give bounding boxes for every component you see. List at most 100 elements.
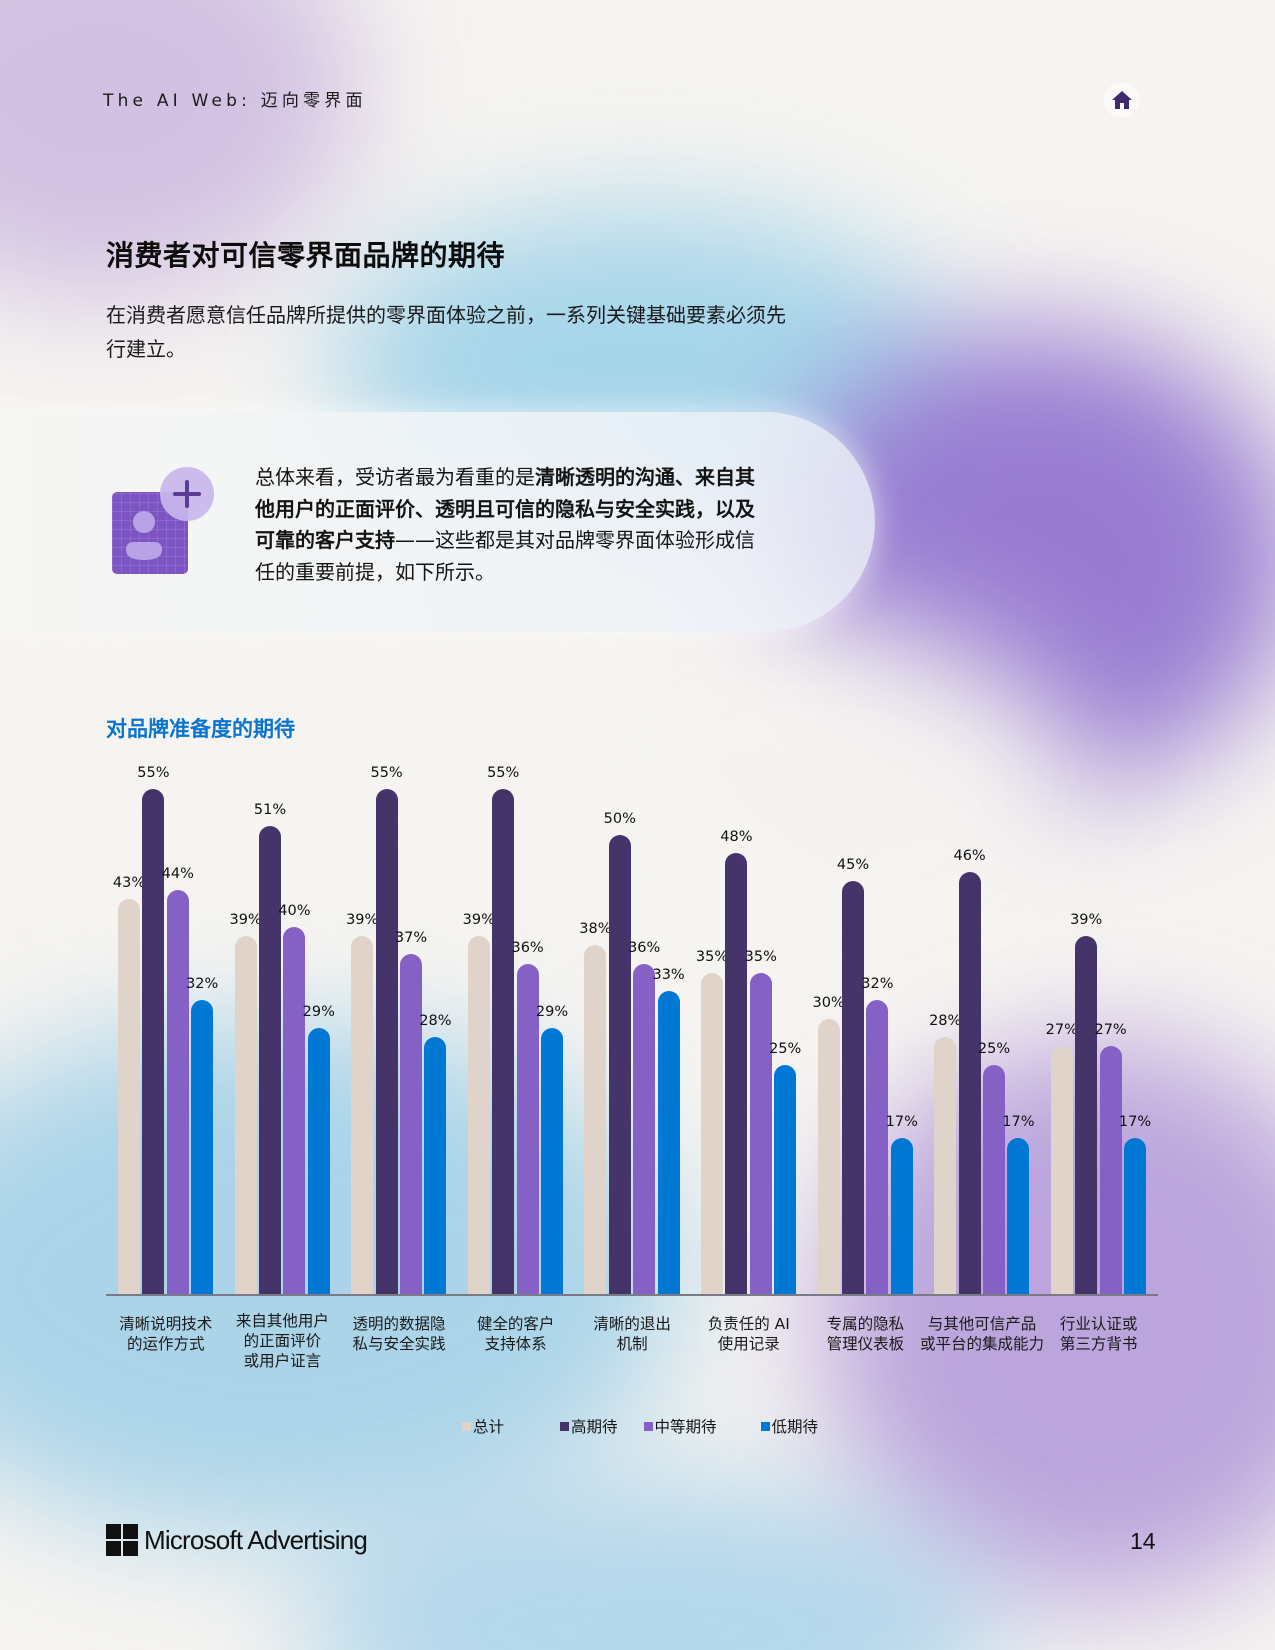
bar-value-label: 40% — [278, 902, 311, 919]
home-icon — [1112, 91, 1132, 109]
category-label: 负责任的 AI 使用记录 — [707, 1315, 790, 1353]
bar-value-label: 29% — [535, 1003, 569, 1020]
bar-medium — [400, 954, 422, 1294]
bar-value-label: 35% — [744, 948, 777, 965]
bar-low — [657, 991, 680, 1294]
bar-value-label: 36% — [511, 939, 544, 956]
bar-high — [608, 835, 631, 1294]
bar-total — [701, 972, 723, 1294]
category-label: 行业认证或 第三方背书 — [1059, 1315, 1138, 1353]
bar-value-label: 55% — [370, 765, 403, 782]
bar-total — [118, 899, 140, 1294]
bar-value-label: 25% — [977, 1040, 1011, 1057]
bar-value-label: 55% — [137, 765, 170, 782]
bar-value-label: 25% — [769, 1040, 802, 1057]
bar-medium — [166, 890, 189, 1294]
category-label: 透明的数据隐 私与安全实践 — [352, 1315, 446, 1353]
category-label: 专属的隐私 管理仪表板 — [826, 1315, 905, 1353]
bar-medium — [866, 1000, 889, 1294]
legend-swatch-medium — [643, 1421, 653, 1431]
home-button[interactable] — [1104, 82, 1140, 118]
chart-baseline — [106, 1294, 1158, 1296]
legend-label-medium: 中等期待 — [654, 1418, 717, 1436]
bar-value-label: 32% — [186, 976, 219, 993]
bar-value-label: 36% — [628, 939, 661, 956]
bar-value-label: 27% — [1045, 1022, 1078, 1039]
bar-total — [467, 935, 490, 1294]
intro-line-2: 行建立。 — [106, 337, 186, 361]
bar-value-label: 39% — [1070, 911, 1103, 928]
bar-value-label: 38% — [579, 921, 612, 938]
page-title: 消费者对可信零界面品牌的期待 — [106, 239, 506, 272]
bar-value-label: 35% — [695, 948, 729, 965]
bar-value-label: 17% — [1002, 1113, 1035, 1130]
bar-value-label: 39% — [346, 911, 379, 928]
bar-value-label: 37% — [394, 930, 428, 947]
bar-value-label: 29% — [302, 1003, 335, 1020]
bar-high — [1075, 935, 1098, 1294]
bar-value-label: 39% — [229, 911, 262, 928]
bar-total — [817, 1018, 840, 1294]
bar-medium — [749, 972, 772, 1294]
bar-value-label: 17% — [1118, 1113, 1152, 1130]
page-number: 14 — [1130, 1528, 1156, 1554]
bar-low — [541, 1027, 563, 1294]
legend-item-medium: 中等期待 — [643, 1415, 717, 1437]
legend-item-total: 总计 — [462, 1415, 504, 1437]
bar-value-label: 51% — [253, 801, 287, 818]
category-label: 清晰的退出 机制 — [593, 1315, 671, 1353]
bar-value-label: 55% — [487, 765, 520, 782]
bar-value-label: 50% — [603, 811, 636, 827]
category-label: 来自其他用户 的正面评价 或用户证言 — [235, 1312, 329, 1370]
bar-value-label: 28% — [419, 1012, 452, 1029]
bar-value-label: 48% — [720, 829, 753, 846]
bar-low — [307, 1027, 330, 1294]
bar-total — [1050, 1046, 1073, 1294]
bar-value-label: 17% — [885, 1113, 918, 1130]
header-title: The AI Web: 迈向零界面 — [103, 91, 367, 111]
footer-brand: Microsoft Advertising — [106, 1524, 368, 1556]
bar-value-label: 30% — [812, 994, 845, 1011]
bar-total — [584, 945, 607, 1294]
legend-item-high: 高期待 — [560, 1415, 618, 1437]
category-label: 与其他可信产品 或平台的集成能力 — [919, 1315, 1044, 1353]
bar-medium — [633, 963, 656, 1294]
bar-high — [259, 825, 281, 1294]
bar-low — [1007, 1137, 1030, 1294]
bar-value-label: 32% — [861, 976, 894, 993]
bar-low — [424, 1036, 447, 1294]
bar-value-label: 46% — [953, 847, 986, 864]
legend-swatch-high — [560, 1421, 570, 1431]
callout-text-plain-2: ——这些都是其对品牌零界面体验形成信任的重要前提，如下所示。 — [255, 528, 755, 584]
callout-text-bold: 清晰透明的沟通、来自其他用户的正面评价、透明且可信的隐私与安全实践，以及可靠的客… — [255, 465, 755, 552]
chart-title: 对品牌准备度的期待 — [106, 717, 295, 741]
bar-high — [958, 871, 981, 1294]
chart-legend: 总计 高期待 中等期待 低期待 — [462, 1414, 818, 1438]
bar-value-label: 43% — [112, 875, 146, 892]
intro-line-1: 在消费者愿意信任品牌所提供的零界面体验之前，一系列关键基础要素必须先 — [106, 303, 786, 327]
intro-paragraph: 在消费者愿意信任品牌所提供的零界面体验之前，一系列关键基础要素必须先 行建立。 — [106, 298, 826, 366]
bar-value-label: 44% — [161, 866, 194, 883]
legend-label-total: 总计 — [473, 1418, 505, 1436]
bar-low — [191, 1000, 214, 1294]
bar-total — [934, 1036, 957, 1294]
bar-low — [774, 1064, 797, 1294]
bar-total — [351, 935, 374, 1294]
bar-high — [725, 853, 748, 1294]
bar-high — [375, 789, 398, 1294]
callout-text-plain-1: 总体来看，受访者最为看重的是 — [255, 465, 535, 489]
callout-text: 总体来看，受访者最为看重的是清晰透明的沟通、来自其他用户的正面评价、透明且可信的… — [255, 462, 765, 588]
bar-high — [142, 789, 165, 1294]
microsoft-logo-icon — [106, 1524, 138, 1556]
user-add-grid-icon — [112, 466, 218, 578]
legend-label-low: 低期待 — [771, 1418, 819, 1436]
bar-medium — [1099, 1046, 1122, 1294]
brand-name: Microsoft Advertising — [144, 1524, 368, 1555]
bar-value-label: 28% — [929, 1012, 962, 1029]
bar-value-label: 45% — [836, 856, 870, 873]
bar-low — [1124, 1137, 1146, 1294]
bar-total — [234, 935, 257, 1294]
bar-value-label: 39% — [462, 911, 495, 928]
bar-low — [890, 1137, 913, 1294]
legend-item-low: 低期待 — [760, 1415, 819, 1437]
